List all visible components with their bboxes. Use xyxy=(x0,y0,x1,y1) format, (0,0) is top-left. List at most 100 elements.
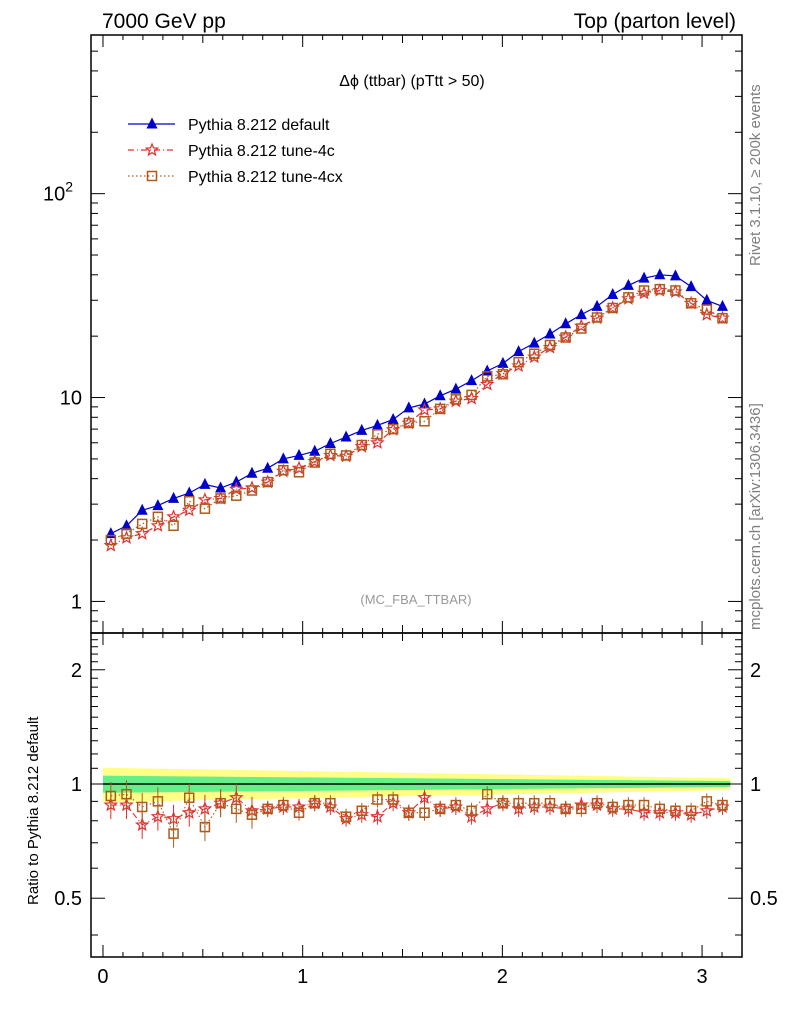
data-point xyxy=(324,437,336,449)
data-point xyxy=(183,495,195,507)
data-point xyxy=(150,809,166,823)
ratio-y-tick-label: 0.5 xyxy=(54,888,82,910)
data-point xyxy=(146,117,158,129)
data-point xyxy=(372,429,383,440)
data-point xyxy=(340,450,352,461)
data-point xyxy=(183,486,195,498)
axis-ticks: 0 1 2 3 1 10 102 0.5 0.5 1 1 2 2 xyxy=(43,34,778,988)
data-point xyxy=(340,811,352,822)
data-point xyxy=(513,797,524,809)
analysis-watermark: (MC_FBA_TTBAR) xyxy=(360,592,471,607)
data-point xyxy=(419,416,430,427)
y-tick-label: 10 xyxy=(60,388,82,410)
x-tick-label: 1 xyxy=(297,966,308,988)
data-point xyxy=(246,809,258,820)
data-point xyxy=(278,464,289,476)
data-point xyxy=(497,369,509,380)
data-point xyxy=(325,797,336,809)
data-point xyxy=(168,491,180,503)
data-point xyxy=(168,828,179,839)
data-point xyxy=(513,345,525,357)
ratio-y-tick-label: 2 xyxy=(71,660,82,682)
data-point xyxy=(231,490,242,501)
data-point xyxy=(716,299,728,311)
data-point xyxy=(152,499,164,511)
data-point xyxy=(466,374,478,386)
data-point xyxy=(370,809,385,823)
data-point xyxy=(685,298,697,309)
data-point xyxy=(199,477,211,489)
ratio-plot-frame xyxy=(90,632,743,958)
data-point xyxy=(450,382,462,394)
data-point xyxy=(168,520,179,532)
data-point xyxy=(387,794,399,805)
data-point xyxy=(246,466,258,478)
data-point xyxy=(340,430,352,442)
data-point xyxy=(623,292,634,303)
data-point xyxy=(371,418,383,430)
header-right: Top (parton level) xyxy=(574,10,736,33)
series-line xyxy=(105,283,728,546)
data-point xyxy=(544,797,556,809)
data-point xyxy=(607,302,618,314)
data-point xyxy=(105,534,117,546)
data-point xyxy=(638,285,650,296)
data-point xyxy=(717,312,728,324)
data-point xyxy=(121,788,132,800)
legend-entry: Pythia 8.212 tune-4cx xyxy=(128,169,343,186)
data-point xyxy=(325,448,336,460)
data-point xyxy=(136,801,148,813)
data-point xyxy=(528,336,540,348)
data-point xyxy=(144,142,160,157)
data-point xyxy=(654,283,666,295)
ratio-series-group xyxy=(103,780,730,848)
data-point xyxy=(262,803,273,815)
data-point xyxy=(701,796,713,807)
data-point xyxy=(607,801,618,813)
ratio-series-polyline xyxy=(110,793,723,835)
data-point xyxy=(136,503,148,515)
data-point xyxy=(636,805,652,819)
data-point xyxy=(166,509,181,524)
data-point xyxy=(560,317,572,329)
data-point xyxy=(134,525,150,540)
data-point xyxy=(356,423,368,435)
data-point xyxy=(544,327,556,339)
data-point xyxy=(654,803,666,815)
data-point xyxy=(701,293,713,305)
data-point xyxy=(181,502,197,517)
data-point xyxy=(479,376,495,391)
plot-frames xyxy=(90,34,743,958)
data-point xyxy=(199,821,211,833)
data-point xyxy=(419,807,430,818)
data-point xyxy=(134,817,150,832)
data-point xyxy=(152,511,164,523)
data-point xyxy=(479,801,495,816)
data-point xyxy=(497,797,509,809)
data-point xyxy=(403,401,415,413)
data-point xyxy=(670,805,681,817)
data-point xyxy=(529,348,540,359)
data-point xyxy=(497,356,509,368)
legend: Pythia 8.212 default Pythia 8.212 tune-4c… xyxy=(128,117,343,186)
data-point xyxy=(685,805,697,817)
data-point xyxy=(560,332,571,343)
data-point xyxy=(121,528,132,539)
data-point xyxy=(293,448,305,460)
data-point xyxy=(152,796,164,807)
data-point xyxy=(277,452,289,464)
data-point xyxy=(215,481,227,493)
ratio-uncertainty-band xyxy=(102,767,731,803)
data-point xyxy=(417,790,432,804)
data-point xyxy=(262,476,273,488)
data-point xyxy=(591,797,603,809)
data-point xyxy=(466,389,477,401)
y-tick-label: 102 xyxy=(43,179,73,206)
ratio-y-tick-label: 1 xyxy=(71,774,82,796)
data-point xyxy=(685,280,697,292)
series-polyline xyxy=(110,274,723,535)
data-point xyxy=(197,801,213,816)
x-tick-label: 3 xyxy=(696,966,707,988)
data-point xyxy=(544,339,556,351)
